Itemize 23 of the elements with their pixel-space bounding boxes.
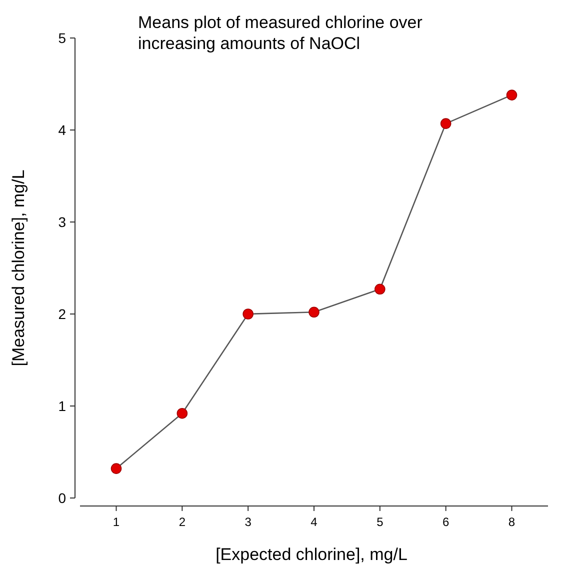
point: [506, 90, 518, 100]
x-tick-label: 5: [376, 515, 384, 529]
x-tick-label: 6: [442, 515, 450, 529]
x-tick-label: 4: [310, 515, 318, 529]
point: [308, 306, 320, 318]
y-tick-label: 0: [58, 490, 66, 506]
point: [440, 118, 452, 129]
point: [374, 284, 386, 295]
x-tick-label: 3: [244, 515, 252, 529]
point: [176, 408, 188, 419]
x-tick-label: 2: [178, 515, 186, 529]
point: [110, 463, 122, 474]
y-axis-title: [Measured chlorine], mg/L: [9, 170, 28, 366]
x-tick-label: 8: [508, 515, 516, 529]
y-tick-label: 3: [58, 214, 66, 230]
y-tick-label: 4: [58, 122, 66, 138]
point: [242, 308, 254, 320]
y-tick-label: 5: [58, 30, 66, 46]
x-tick-label: 1: [112, 515, 120, 529]
chart-title: Means plot of measured chlorine over increasing amounts of NaOCl: [138, 13, 423, 53]
y-tick-label: 2: [58, 306, 66, 322]
x-axis-title: [Expected chlorine], mg/L: [216, 545, 408, 564]
y-tick-label: 1: [58, 398, 66, 414]
